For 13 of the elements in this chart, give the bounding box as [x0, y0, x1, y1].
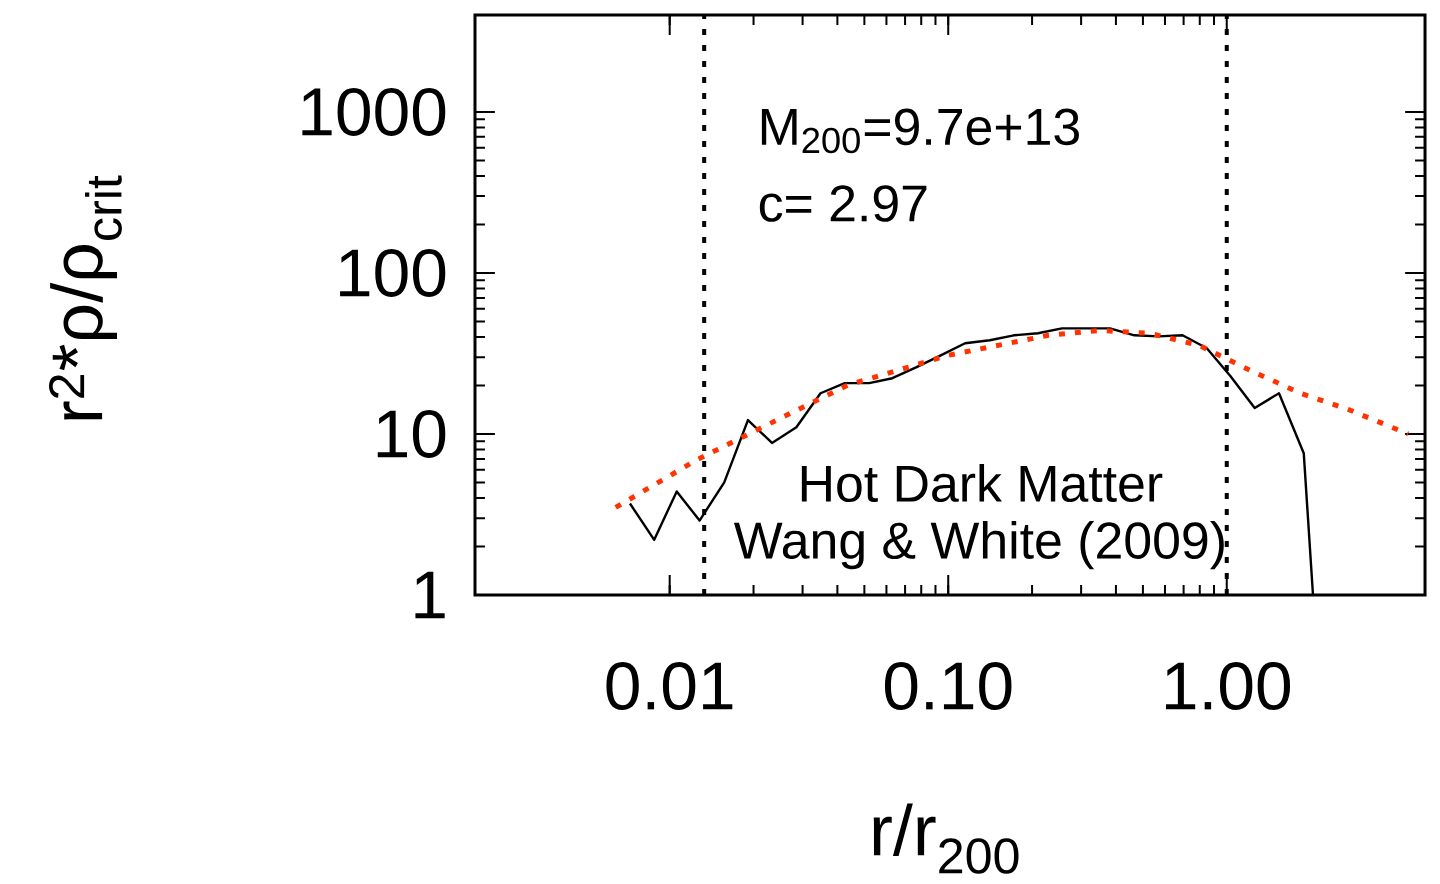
annotation: c= 2.97	[759, 185, 927, 222]
y-tick-label: 1	[415, 571, 445, 619]
y-tick-label: 10	[377, 409, 446, 458]
y-axis-title: r$^{2}$*ρ/ρ$_{crit}$	[49, 175, 122, 420]
annotation: Hot Dark Matter	[801, 464, 1163, 503]
annotation: M$_{200}$=9.7e+13	[761, 108, 1079, 154]
x-tick-label: 1.00	[1165, 662, 1291, 710]
y-tick-label: 1000	[302, 87, 446, 136]
y-tick-label: 100	[340, 248, 446, 297]
annotation: Wang & White (2009)	[733, 520, 1224, 570]
x-tick-label: 0.01	[606, 662, 733, 710]
x-tick-label: 0.10	[884, 662, 1012, 710]
x-axis-title: r/r$_{200}$	[873, 803, 1019, 874]
